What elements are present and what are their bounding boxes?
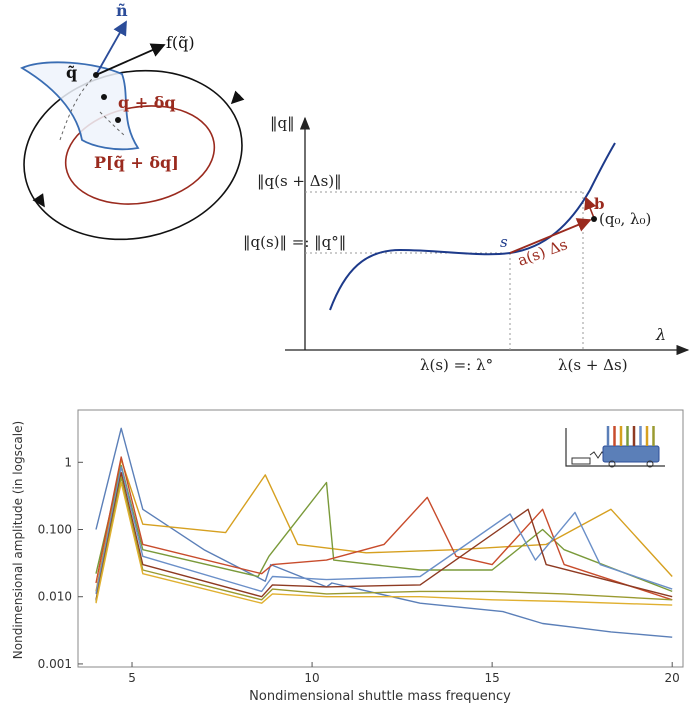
continuation-diagram: ‖q‖ λ ‖q(s + Δs)‖ ‖q(s)‖ =: ‖q°‖ s a(s) … (243, 114, 690, 374)
y-tick-label: 0.100 (38, 523, 72, 537)
series-line-4 (95, 456, 673, 601)
label-vector-field: f(q̃) (166, 33, 195, 52)
shuttle-inset-icon (565, 426, 665, 468)
label-q-s: ‖q(s)‖ =: ‖q°‖ (243, 233, 346, 251)
inner-orbit (64, 105, 216, 205)
label-point: (q₀, λ₀) (599, 210, 651, 228)
x-tick-label: 5 (128, 671, 136, 685)
chart-series (95, 427, 673, 638)
series-line-2 (95, 458, 673, 592)
predictor-arrow (509, 218, 592, 254)
y-tick-label: 0.010 (38, 590, 72, 604)
label-perturbed: q + δq (118, 93, 176, 112)
chart: 5 10 15 20 1 0.100 0.010 0.001 Nondimensional s… (11, 409, 684, 704)
normal-vector (95, 20, 127, 76)
orbit-dashed-through (59, 74, 97, 141)
chart-xlabel: Nondimensional shuttle mass frequency (249, 689, 511, 704)
series-line-1 (95, 427, 673, 638)
point-projection (115, 117, 121, 123)
chart-ylabel: Nondimensional amplitude (in logscale) (11, 421, 25, 659)
label-q-tilde: q̃ (66, 63, 77, 82)
shuttle-body (602, 445, 660, 463)
x-tick-label: 10 (304, 671, 319, 685)
label-projection: P[q̃ + δq] (94, 153, 179, 172)
series-line-8 (95, 481, 673, 606)
y-tick-label: 1 (64, 455, 72, 469)
x-tick-label: 15 (484, 671, 499, 685)
series-line-3 (95, 464, 673, 593)
orbit-dashed-inner (99, 111, 125, 136)
chart-axes: 5 10 15 20 1 0.100 0.010 0.001 (38, 455, 680, 685)
field-vector (95, 43, 166, 76)
point-q-tilde (93, 72, 99, 78)
label-s: s (500, 233, 508, 251)
label-y-axis: ‖q‖ (270, 114, 295, 132)
orbit-diagram: ñ f(q̃) q̃ q + δq P[q̃ + δq] (20, 1, 245, 241)
inset-rods (606, 426, 655, 446)
plot-frame (77, 409, 684, 668)
x-tick-label: 20 (665, 671, 680, 685)
series-line-7 (95, 476, 673, 602)
point-q0 (591, 216, 597, 222)
series-line-6 (95, 472, 673, 600)
label-x-axis: λ (655, 325, 666, 344)
point-perturbed (101, 94, 107, 100)
label-normal: ñ (116, 1, 128, 20)
section-surface (20, 61, 140, 151)
corrector-arrow (584, 196, 597, 219)
label-lambda-s-plus: λ(s + Δs) (558, 356, 628, 374)
label-q-s-plus: ‖q(s + Δs)‖ (257, 172, 342, 190)
solution-curve (329, 142, 616, 311)
label-lambda-s: λ(s) =: λ° (420, 356, 493, 374)
outer-orbit-arrow-right (230, 90, 245, 105)
label-corrector: b (594, 195, 605, 213)
outer-orbit-arrow-left (32, 193, 45, 208)
series-line-5 (95, 466, 673, 595)
y-tick-label: 0.001 (38, 657, 72, 671)
